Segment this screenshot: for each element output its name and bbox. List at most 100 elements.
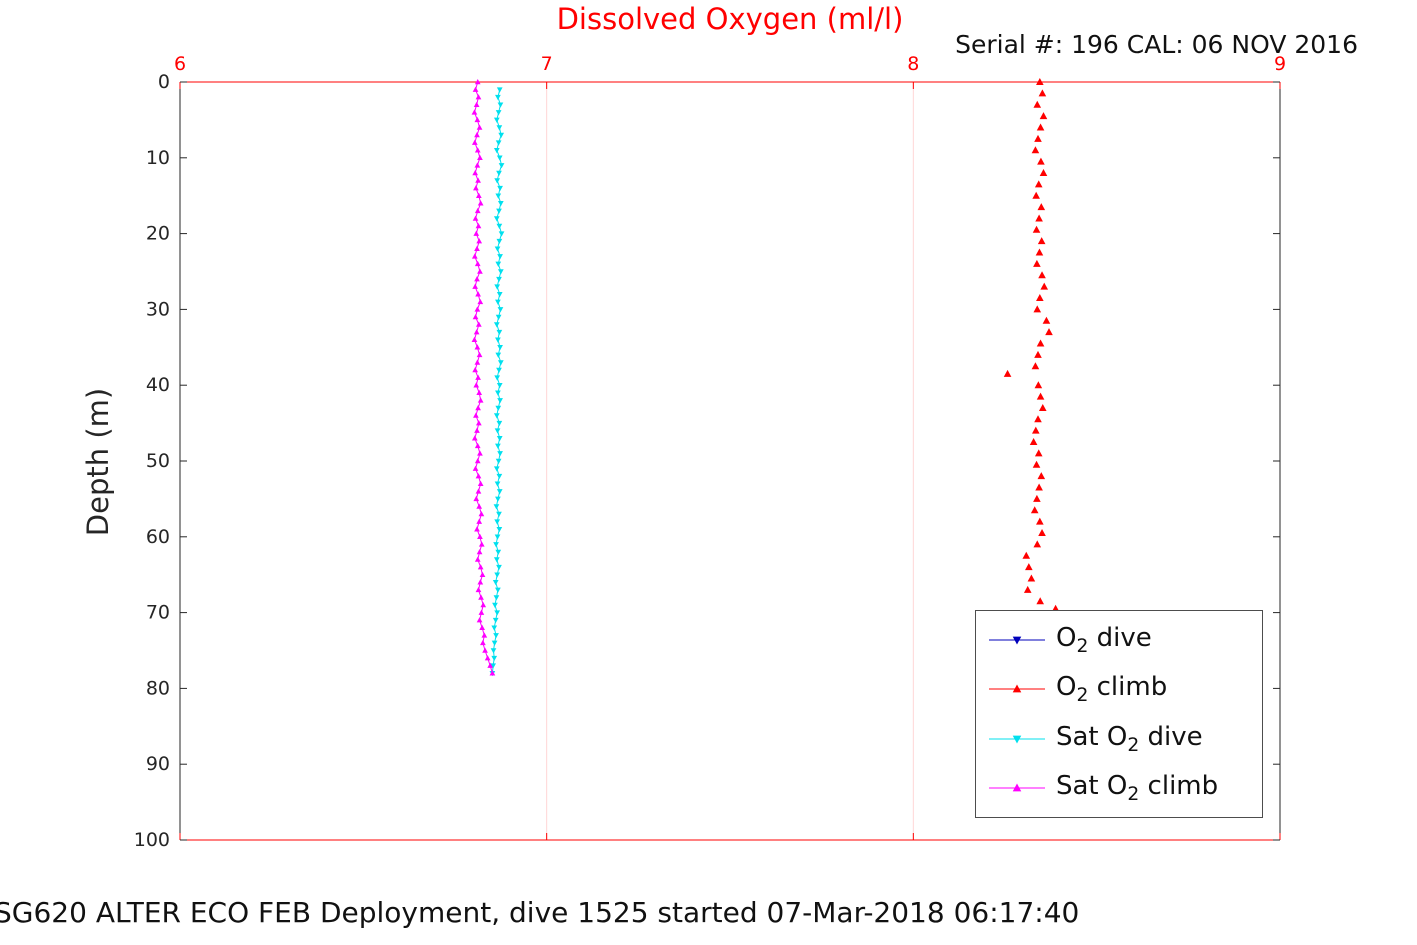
series-marker bbox=[496, 238, 503, 245]
series-marker bbox=[477, 154, 483, 161]
series-marker bbox=[1038, 403, 1047, 411]
legend-marker-o2-dive bbox=[989, 636, 1045, 645]
series-marker bbox=[1035, 483, 1043, 491]
series-marker bbox=[496, 291, 503, 298]
series-marker bbox=[474, 116, 481, 123]
series-marker bbox=[493, 413, 500, 419]
series-marker bbox=[1032, 225, 1041, 233]
series-marker bbox=[496, 367, 502, 374]
series-marker bbox=[1034, 350, 1042, 358]
series-marker bbox=[477, 564, 484, 570]
series-marker bbox=[494, 610, 501, 616]
series-marker bbox=[496, 276, 502, 283]
series-marker bbox=[474, 260, 481, 267]
series-marker bbox=[1042, 316, 1051, 324]
series-marker bbox=[498, 163, 505, 169]
series-marker bbox=[472, 86, 479, 92]
series-marker bbox=[1045, 328, 1053, 336]
series-marker bbox=[1032, 426, 1040, 434]
series-marker bbox=[477, 480, 484, 486]
series-marker bbox=[482, 647, 488, 653]
y-tick-label: 100 bbox=[134, 829, 170, 851]
series-marker bbox=[1030, 506, 1039, 514]
series-marker bbox=[1033, 540, 1042, 548]
y-tick-label: 80 bbox=[146, 677, 170, 699]
series-marker bbox=[491, 655, 498, 662]
series-marker bbox=[478, 541, 485, 547]
series-marker bbox=[494, 572, 501, 578]
series-marker bbox=[494, 534, 501, 540]
series-marker bbox=[496, 208, 502, 214]
series-marker bbox=[477, 397, 484, 403]
series-marker bbox=[1031, 146, 1040, 154]
series-marker bbox=[495, 94, 501, 101]
series-marker bbox=[497, 269, 504, 275]
series-marker bbox=[477, 450, 483, 456]
series-marker bbox=[474, 344, 481, 350]
legend-item-o2-climb: O2 climb bbox=[976, 672, 1262, 706]
legend-label-sat-o2-climb: Sat O2 climb bbox=[1056, 771, 1219, 806]
series-marker bbox=[495, 337, 501, 343]
series-marker bbox=[1034, 415, 1042, 423]
gridlines bbox=[546, 82, 914, 840]
series-marker bbox=[493, 557, 500, 563]
series-marker bbox=[475, 192, 482, 198]
series-marker bbox=[475, 420, 482, 426]
series-marker bbox=[471, 139, 478, 145]
series-marker bbox=[495, 587, 501, 593]
series-marker bbox=[498, 132, 505, 139]
legend: O2 dive O2 climb Sat O2 dive Sat O2 climb bbox=[975, 610, 1263, 818]
series-marker bbox=[489, 670, 496, 676]
series-marker bbox=[471, 336, 478, 342]
series-marker bbox=[496, 436, 503, 442]
series-marker bbox=[472, 169, 479, 176]
series-marker bbox=[496, 473, 503, 480]
series-marker bbox=[1032, 191, 1040, 199]
series-marker bbox=[474, 147, 481, 153]
series-marker bbox=[478, 609, 485, 615]
series-marker bbox=[474, 79, 481, 85]
series-marker bbox=[1038, 271, 1046, 279]
series-marker bbox=[491, 640, 498, 646]
figure-caption: SG620 ALTER ECO FEB Deployment, dive 152… bbox=[0, 896, 1080, 929]
series-marker bbox=[493, 504, 500, 510]
series-marker bbox=[476, 548, 483, 555]
series-marker bbox=[475, 223, 482, 229]
series-sat-o2-climb bbox=[471, 79, 496, 676]
series-marker bbox=[472, 283, 479, 289]
series-marker bbox=[492, 580, 499, 586]
series-marker bbox=[494, 375, 501, 381]
series-marker bbox=[473, 382, 480, 388]
series-marker bbox=[481, 632, 488, 638]
series-marker bbox=[496, 223, 503, 230]
series-marker bbox=[471, 253, 478, 259]
series-marker bbox=[493, 633, 499, 639]
series-marker bbox=[472, 215, 479, 221]
series-marker bbox=[480, 639, 486, 646]
legend-marker-sat-o2-climb bbox=[989, 783, 1045, 792]
x-axis-ticks: 6 7 8 9 bbox=[174, 53, 1286, 840]
series-marker bbox=[475, 404, 481, 411]
series-marker bbox=[1033, 100, 1042, 108]
series-marker bbox=[1035, 214, 1043, 222]
series-marker bbox=[495, 443, 501, 449]
series-marker bbox=[494, 284, 501, 290]
series-marker bbox=[495, 549, 502, 555]
series-marker bbox=[477, 268, 483, 274]
series-marker bbox=[1036, 392, 1045, 400]
series-marker bbox=[496, 564, 502, 571]
series-marker bbox=[495, 458, 502, 464]
chart-title: Dissolved Oxygen (ml/l) bbox=[556, 2, 904, 36]
series-marker bbox=[493, 542, 499, 548]
series-marker bbox=[495, 352, 502, 358]
series-marker bbox=[1034, 449, 1043, 457]
series-marker bbox=[496, 382, 503, 389]
legend-label-sat-o2-dive: Sat O2 dive bbox=[1056, 721, 1203, 756]
series-marker bbox=[496, 87, 503, 93]
series-sat-o2-dive bbox=[489, 87, 505, 677]
x-tick-label: 6 bbox=[174, 53, 186, 75]
series-marker bbox=[494, 428, 501, 434]
series-marker bbox=[1036, 597, 1044, 605]
